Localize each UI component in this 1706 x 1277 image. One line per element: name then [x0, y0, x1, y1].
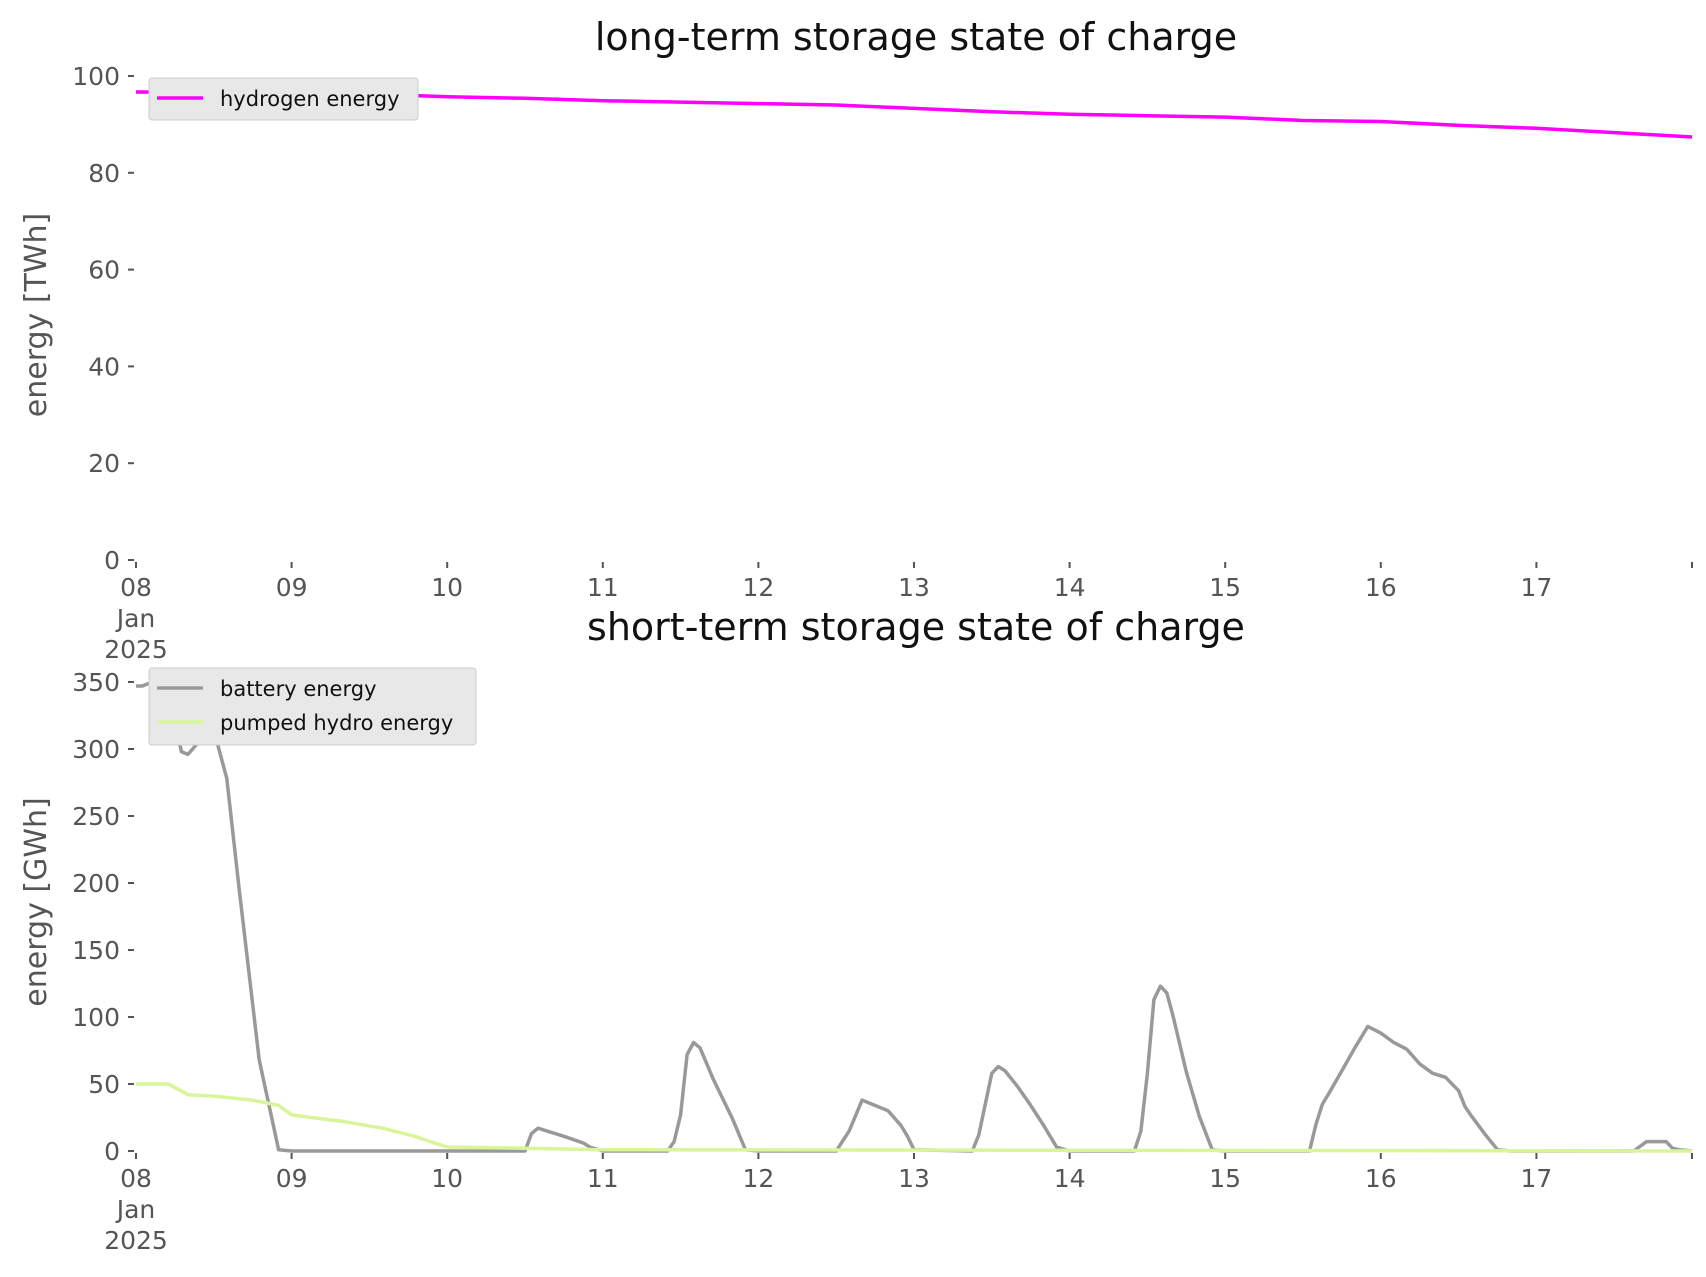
- y-tick-label: 20: [88, 449, 120, 478]
- y-tick-label: 60: [88, 256, 120, 285]
- x-tick-label: 17: [1520, 1164, 1552, 1193]
- y-tick-label: 250: [72, 802, 120, 831]
- legend: hydrogen energy: [148, 77, 419, 121]
- x-tick-label: 2025: [104, 635, 168, 664]
- legend-label-pumped-hydro: pumped hydro energy: [220, 711, 453, 735]
- x-tick-label: 08: [120, 1164, 152, 1193]
- y-tick-label: 200: [72, 869, 120, 898]
- y-tick-label: 80: [88, 159, 120, 188]
- x-tick-label: 09: [276, 573, 308, 602]
- x-tick-label: 16: [1365, 1164, 1397, 1193]
- y-tick-label: 50: [88, 1070, 120, 1099]
- y-tick-label: 300: [72, 735, 120, 764]
- legend-label-hydrogen: hydrogen energy: [220, 87, 400, 111]
- legend: battery energy pumped hydro energy: [148, 667, 477, 746]
- x-tick-label: 12: [742, 1164, 774, 1193]
- x-tick-label: 15: [1209, 1164, 1241, 1193]
- x-tick-label: 13: [898, 573, 930, 602]
- x-tick-label: 15: [1209, 573, 1241, 602]
- y-axis-label: energy [TWh]: [19, 213, 54, 417]
- short-term-chart: short-term storage state of charge energ…: [19, 605, 1693, 1255]
- chart-title: long-term storage state of charge: [595, 15, 1237, 59]
- y-tick-label: 100: [72, 62, 120, 91]
- legend-label-battery: battery energy: [220, 677, 377, 701]
- x-tick-label: 11: [587, 573, 619, 602]
- series-line-pumped-hydro-energy: [136, 1082, 1693, 1153]
- x-tick-label: 2025: [104, 1226, 168, 1255]
- y-tick-label: 350: [72, 668, 120, 697]
- legend-box: [148, 667, 477, 746]
- long-term-chart: long-term storage state of charge energy…: [19, 15, 1693, 664]
- series-line-battery-energy: [136, 681, 1693, 1153]
- x-tick-label: 11: [587, 1164, 619, 1193]
- y-tick-label: 150: [72, 936, 120, 965]
- x-tick-label: 12: [742, 573, 774, 602]
- x-tick-label: 17: [1520, 573, 1552, 602]
- x-tick-label: Jan: [115, 1195, 156, 1224]
- x-tick-label: 16: [1365, 573, 1397, 602]
- y-tick-label: 100: [72, 1003, 120, 1032]
- x-tick-label: 14: [1054, 1164, 1086, 1193]
- y-axis-label: energy [GWh]: [19, 797, 54, 1006]
- y-tick-label: 40: [88, 352, 120, 381]
- y-tick-label: 0: [104, 546, 120, 575]
- chart-title: short-term storage state of charge: [587, 605, 1245, 649]
- x-tick-label: 10: [431, 1164, 463, 1193]
- y-tick-label: 0: [104, 1137, 120, 1166]
- x-tick-label: 08: [120, 573, 152, 602]
- x-tick-label: 14: [1054, 573, 1086, 602]
- series-lines: [136, 681, 1693, 1153]
- x-tick-label: 10: [431, 573, 463, 602]
- x-tick-label: 09: [276, 1164, 308, 1193]
- x-tick-label: Jan: [115, 604, 156, 633]
- legend-box: [148, 77, 419, 121]
- x-tick-label: 13: [898, 1164, 930, 1193]
